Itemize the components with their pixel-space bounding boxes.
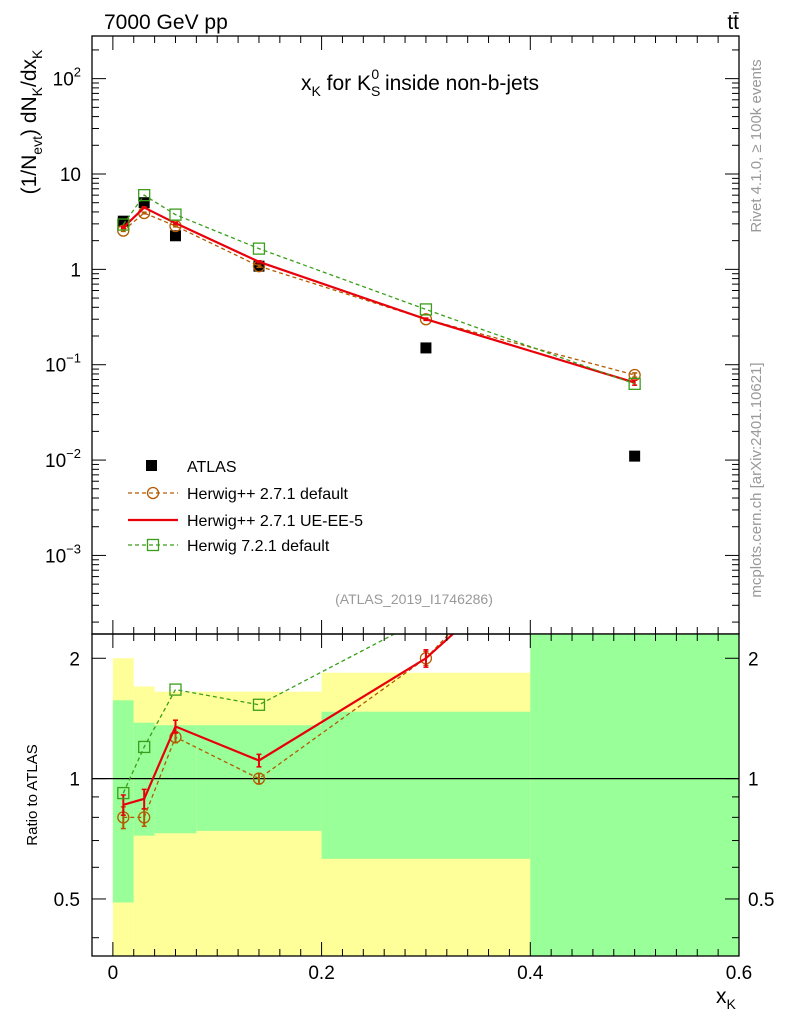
xtick-label-1: 0.2 <box>308 963 334 984</box>
ratio-series <box>117 433 640 830</box>
ratio-herwig-7-2-1-default-point-5 <box>629 471 640 482</box>
ratio-herwig-7-2-1-default-point-1 <box>138 740 151 754</box>
ratio-band-green-5 <box>530 634 739 956</box>
header-process: tt̄ <box>727 11 739 34</box>
main-herwig-7-2-1-default-point-5 <box>628 377 641 391</box>
legend: ATLAS Herwig++ 2.7.1 default Herwig++ 2.… <box>128 459 363 555</box>
main-series <box>117 189 641 462</box>
ratio-herwig-7-2-1-default-point-3 <box>252 698 266 711</box>
main-herwig-7-2-1-default-point-1 <box>138 189 151 202</box>
legend-label-atlas: ATLAS <box>187 459 237 476</box>
main-atlas-point-5 <box>629 450 641 462</box>
main-herwig-7-2-1-default-point-2 <box>169 208 182 221</box>
chart-title: xK for KS0 inside non-b-jets <box>301 66 539 99</box>
ratio-herwigpppp-2-7-1-default-point-3 <box>252 772 266 785</box>
main-atlas-point-1 <box>138 197 150 209</box>
ratio-ytick-label-left-1: 1 <box>69 770 80 791</box>
ratio-ytick-label-left-2: 2 <box>69 649 80 670</box>
ratio-herwigpppp-2-7-1-default-point-5 <box>629 433 640 444</box>
ratio-herwig-7-2-1-default-point-4 <box>420 612 431 623</box>
main-ytick-label-2: 10−1 <box>45 351 81 377</box>
legend-marker-herwigpp-default <box>146 486 160 500</box>
ratio-y-label: Ratio to ATLAS <box>24 744 41 845</box>
main-herwigpppp-2-7-1-default-point-4 <box>419 313 433 326</box>
header-energy: 7000 GeV pp <box>104 11 228 34</box>
main-ytick-label-5: 102 <box>53 65 81 91</box>
ratio-ytick-label-right-1: 1 <box>748 770 759 791</box>
ratio-ytick-label-right-0: 0.5 <box>748 890 774 911</box>
x-axis: 0 0.2 0.4 0.6 <box>108 36 752 984</box>
ratio-band-green-4 <box>321 711 531 859</box>
ratio-herwig-7-2-1-default-line <box>122 634 396 794</box>
ratio-herwig-7-2-1-default-point-0 <box>117 786 130 800</box>
ratio-bands <box>112 634 739 956</box>
ratio-herwigpppp-2-7-1-default-point-1 <box>138 811 151 824</box>
main-herwig-7-2-1-default-point-3 <box>252 242 266 255</box>
main-herwig-7-2-1-default-point-4 <box>419 303 433 316</box>
xtick-label-3: 0.6 <box>726 963 752 984</box>
main-herwigpppp-2-7-1-default-line <box>122 212 635 376</box>
main-ytick-label-3: 1 <box>70 260 81 281</box>
x-axis-label: xK <box>716 985 737 1012</box>
ratio-herwig-7-2-1-default-point-2 <box>169 683 182 696</box>
main-ytick-label-0: 10−3 <box>45 541 81 567</box>
mcplots-label: mcplots.cern.ch [arXiv:2401.10621] <box>748 362 765 597</box>
legend-label-herwig7-default: Herwig 7.2.1 default <box>187 538 330 555</box>
ratio-frame <box>91 633 740 957</box>
rivet-label: Rivet 4.1.0, ≥ 100k events <box>748 59 765 232</box>
ratio-y-ticks: 0.5 0.5 1 1 2 2 <box>54 649 774 939</box>
analysis-id: (ATLAS_2019_I1746286) <box>335 591 493 607</box>
ratio-herwigpppp-2-7-1-default-line <box>123 634 450 819</box>
main-herwig-7-2-1-default-line <box>122 194 635 385</box>
ratio-ytick-label-right-2: 2 <box>748 649 759 670</box>
main-y-ticks: 10−3 10−2 10−1 1 10 102 <box>45 49 739 623</box>
ratio-ytick-label-left-0: 0.5 <box>54 890 80 911</box>
ratio-herwigpppp-2-7-1-ue-ee-5-line <box>123 634 455 806</box>
ratio-panel: 0.5 0.5 1 1 2 2 Ratio to ATLAS <box>24 433 774 957</box>
main-atlas-point-4 <box>420 342 432 354</box>
main-panel: 10−3 10−2 10−1 1 10 102 xK for KS0 inside non… <box>18 35 740 635</box>
legend-label-herwigpp-default: Herwig++ 2.7.1 default <box>187 486 349 503</box>
main-ytick-label-4: 10 <box>60 165 81 186</box>
main-atlas-point-2 <box>169 230 181 242</box>
legend-label-herwigpp-ueee5: Herwig++ 2.7.1 UE-EE-5 <box>187 513 363 530</box>
main-herwig-7-2-1-default-point-0 <box>117 218 130 231</box>
main-ytick-label-1: 10−2 <box>45 446 81 472</box>
legend-marker-herwig7-default <box>146 538 160 552</box>
main-atlas-point-0 <box>117 215 129 227</box>
legend-marker-atlas <box>146 460 157 471</box>
xtick-label-2: 0.4 <box>517 963 544 984</box>
xtick-label-0: 0 <box>108 963 119 984</box>
main-herwigpppp-2-7-1-ue-ee-5-line <box>122 206 635 384</box>
main-y-label: (1/Nevt) dNK/dxK <box>18 49 45 194</box>
